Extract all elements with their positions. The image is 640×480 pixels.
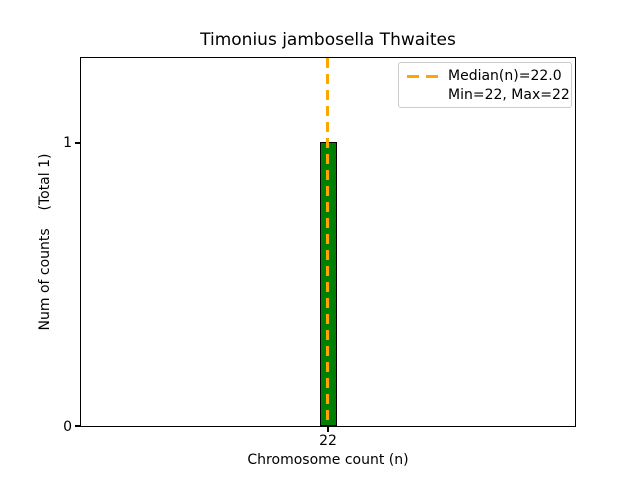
x-tick-mark-22 <box>327 427 329 432</box>
legend-label-median: Median(n)=22.0 <box>448 68 562 84</box>
legend: Median(n)=22.0 Min=22, Max=22 <box>398 62 572 108</box>
legend-label-minmax: Min=22, Max=22 <box>448 87 570 103</box>
legend-sample-spacer <box>407 94 438 97</box>
chart-title: Timonius jambosella Thwaites <box>200 30 456 50</box>
median-line <box>326 58 329 426</box>
x-tick-label-22: 22 <box>319 433 337 449</box>
x-axis-label: Chromosome count (n) <box>247 452 409 468</box>
median-dashed-line-icon <box>407 75 438 78</box>
plot-area: Median(n)=22.0 Min=22, Max=22 <box>80 57 576 427</box>
y-tick-mark-0 <box>75 425 80 427</box>
y-axis-label: Num of counts (Total 1) <box>37 153 53 331</box>
legend-entry-median: Median(n)=22.0 <box>407 67 563 86</box>
y-tick-label-1: 1 <box>63 135 72 151</box>
legend-entry-minmax: Min=22, Max=22 <box>407 86 570 105</box>
y-tick-label-0: 0 <box>63 419 72 435</box>
y-tick-mark-1 <box>75 142 80 144</box>
